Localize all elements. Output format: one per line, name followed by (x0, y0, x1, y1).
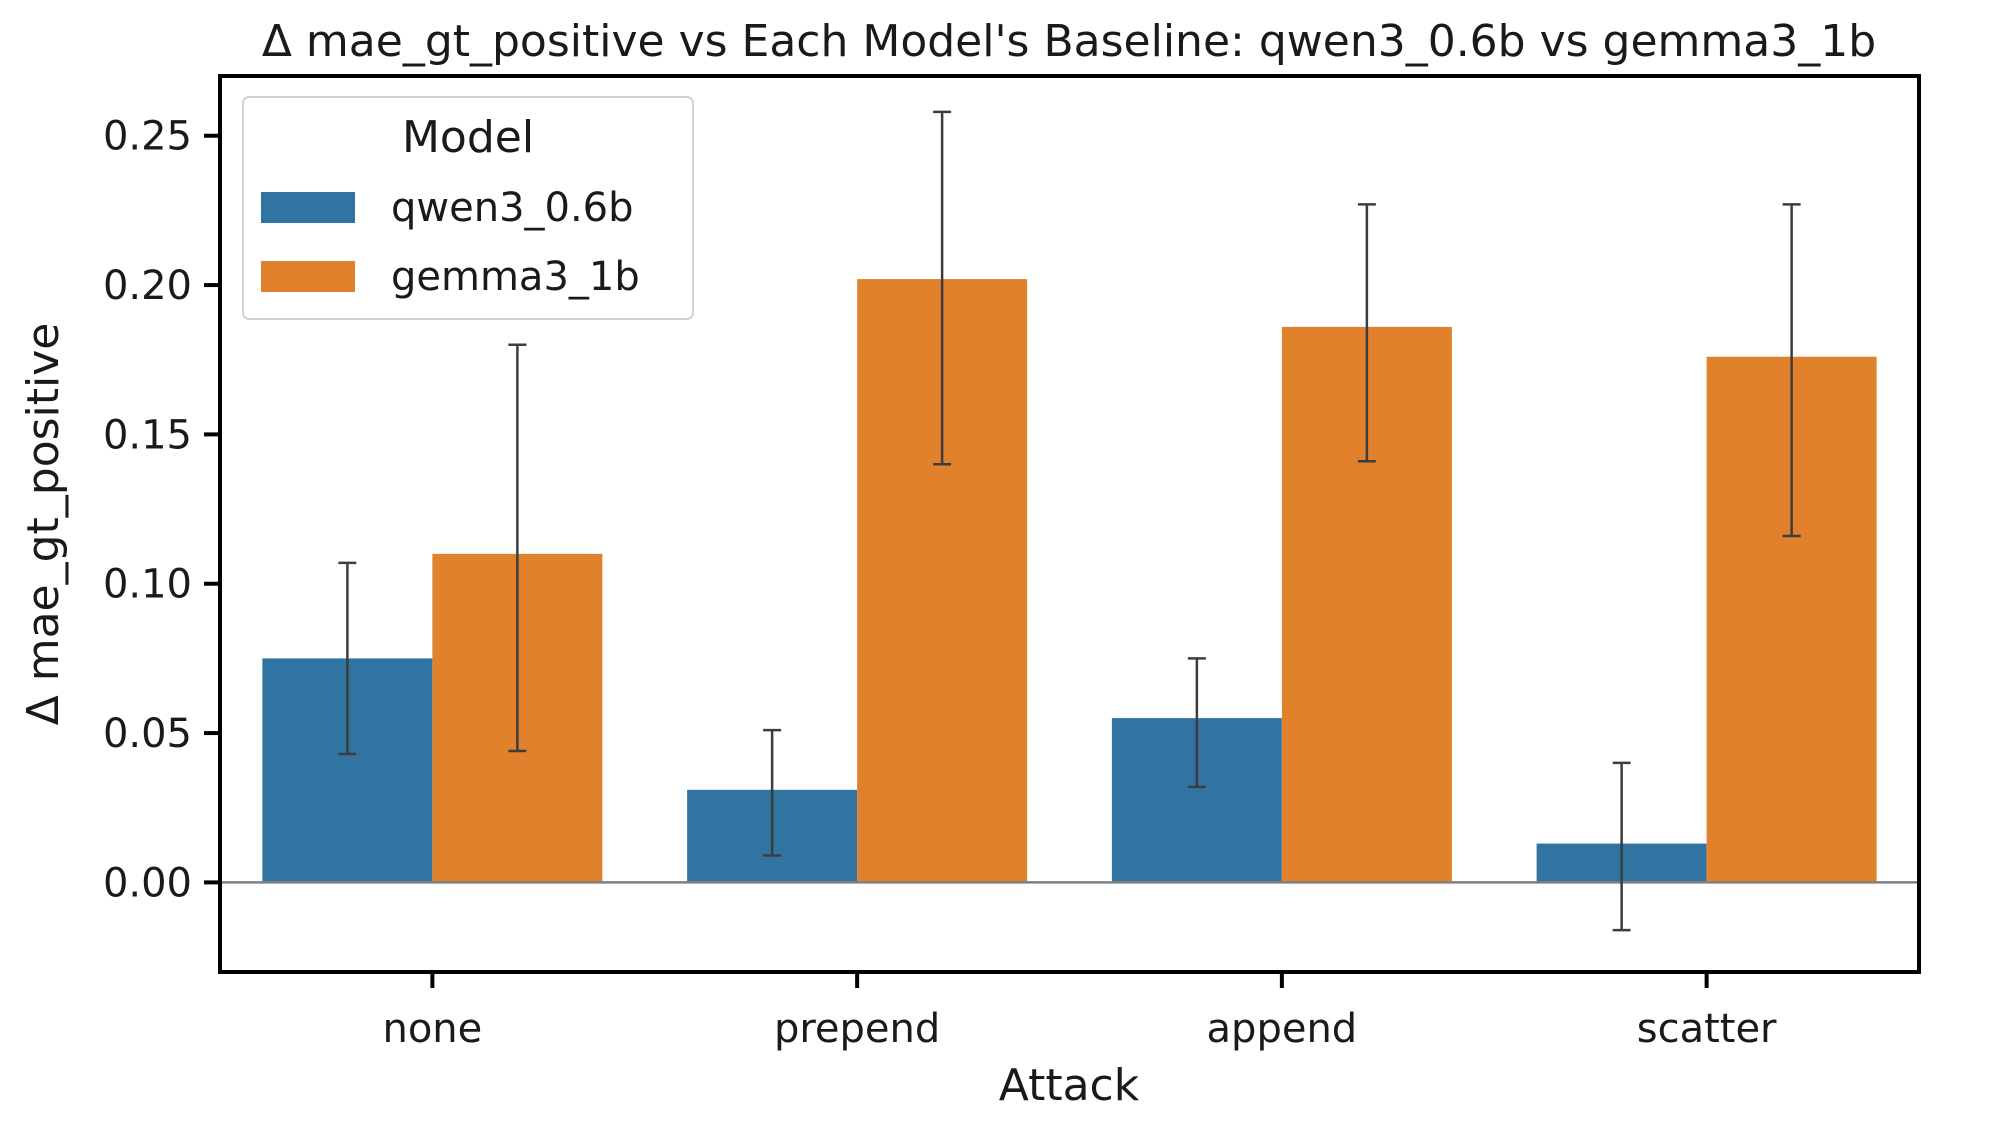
y-axis: 0.00 0.05 0.10 0.15 0.20 0.25 (103, 114, 220, 906)
x-tick-label: none (382, 1006, 482, 1052)
legend-box (242, 96, 694, 320)
plot-frame (218, 74, 1921, 974)
y-tick-label: 0.00 (103, 860, 192, 906)
legend-label-gemma3: gemma3_1b (391, 254, 640, 300)
y-tick-label: 0.25 (103, 114, 192, 160)
error-bar-qwen3_0.6b-append (1187, 657, 1206, 789)
error-bar-qwen3_0.6b-prepend (763, 728, 782, 857)
y-tick-label: 0.10 (103, 562, 192, 608)
x-axis-label: Attack (999, 1060, 1140, 1111)
x-axis: none prepend append scatter (382, 972, 1777, 1052)
error-bar-gemma3_1b-prepend (933, 110, 952, 466)
legend: Model qwen3_0.6b gemma3_1b (242, 96, 694, 320)
legend-swatch-gemma3 (261, 261, 355, 292)
legend-title: Model (402, 112, 534, 163)
error-bar-gemma3_1b-scatter (1782, 203, 1801, 538)
y-axis-label: Δ mae_gt_positive (18, 323, 69, 726)
x-tick-label: prepend (774, 1006, 940, 1052)
error-bar-gemma3_1b-append (1357, 203, 1376, 463)
y-tick-label: 0.05 (103, 711, 192, 757)
chart-title: Δ mae_gt_positive vs Each Model's Baseli… (262, 16, 1876, 67)
y-tick-label: 0.20 (103, 263, 192, 309)
error-bar-gemma3_1b-none (508, 343, 527, 753)
legend-label-qwen3: qwen3_0.6b (391, 185, 634, 231)
error-bar-qwen3_0.6b-scatter (1612, 761, 1631, 932)
y-tick-label: 0.15 (103, 412, 192, 458)
legend-swatch-qwen3 (261, 192, 355, 223)
error-bar-qwen3_0.6b-none (338, 561, 357, 756)
plot-marks (220, 110, 1919, 932)
x-tick-label: scatter (1637, 1006, 1777, 1052)
x-tick-label: append (1207, 1006, 1358, 1052)
